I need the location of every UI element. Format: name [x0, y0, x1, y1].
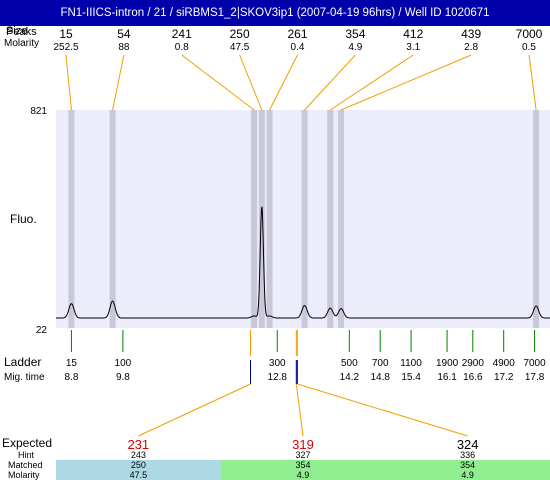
y-axis-label: Fluo. [10, 212, 37, 226]
matched-size-1: 354 [295, 460, 310, 470]
ladder-migtime-6: 16.1 [437, 372, 457, 383]
expected-size-0: 231 [127, 437, 149, 452]
peak-connector-4 [269, 54, 298, 111]
peak-connector-5 [304, 54, 356, 111]
expected-connector-2 [297, 383, 468, 437]
ladder-migtime-2: 12.8 [268, 372, 288, 383]
peak-band-3 [258, 110, 265, 328]
chart-title: FN1-IIICS-intron / 21 / siRBMS1_2|SKOV3i… [0, 0, 550, 26]
peak-size-label-3: 250 [230, 27, 250, 41]
peak-band-8 [533, 110, 540, 328]
y-tick-min: 22 [36, 325, 48, 336]
peak-size-label-1: 54 [117, 27, 131, 41]
ladder-size-6: 1900 [436, 358, 459, 369]
peak-connector-6 [329, 54, 414, 111]
matched-molarity-1: 4.9 [297, 470, 310, 480]
ladder-size-4: 700 [372, 358, 389, 369]
ladder-size-7: 2900 [462, 358, 485, 369]
peak-band-4 [266, 110, 273, 328]
peak-connector-0 [65, 54, 72, 111]
matched-molarity-0: 47.5 [130, 470, 148, 480]
peak-size-label-0: 15 [59, 27, 73, 41]
peak-size-label-7: 439 [461, 27, 481, 41]
matched-row-label: Matched [8, 460, 43, 470]
ladder-migtime-1: 9.8 [116, 372, 130, 383]
size-row-label: Size [6, 25, 27, 37]
hint-row-label: Hint [18, 450, 35, 460]
ladder-migtime-4: 14.8 [370, 372, 390, 383]
peak-band-2 [251, 110, 258, 328]
ladder-migtime-0: 8.8 [64, 372, 78, 383]
peak-band-7 [338, 110, 345, 328]
ladder-row-label: Ladder [4, 355, 41, 369]
matched-status-bar-2 [385, 460, 550, 480]
expected-size-2: 324 [457, 437, 479, 452]
hint-size-2: 336 [460, 450, 475, 460]
hint-size-1: 327 [295, 450, 310, 460]
peak-band-1 [109, 110, 116, 328]
expected-size-1: 319 [292, 437, 314, 452]
peak-size-label-2: 241 [172, 27, 192, 41]
ladder-size-5: 1100 [400, 358, 422, 369]
peak-connector-2 [181, 54, 255, 111]
ladder-size-8: 4900 [493, 358, 516, 369]
peak-connector-8 [528, 54, 537, 111]
molarity-row-label: Molarity [4, 38, 39, 49]
peak-size-label-8: 7000 [516, 27, 543, 41]
matched-size-0: 250 [131, 460, 146, 470]
migtime-row-label: Mig. time [4, 372, 45, 383]
hint-size-0: 243 [131, 450, 146, 460]
ladder-size-2: 300 [269, 358, 286, 369]
expected-connector-0 [138, 383, 251, 437]
ladder-size-9: 7000 [523, 358, 546, 369]
peak-molarity-label-6: 3.1 [406, 42, 420, 53]
matched-status-bar-1 [220, 460, 386, 480]
peak-molarity-label-5: 4.9 [348, 42, 362, 53]
peaks-row-label: Peaks [6, 26, 37, 38]
peak-band-5 [301, 110, 308, 328]
expected-row-label: Expected [2, 436, 52, 450]
y-tick-max: 821 [30, 106, 47, 117]
peak-connector-7 [340, 54, 472, 111]
peak-molarity-label-2: 0.8 [175, 42, 189, 53]
peak-molarity-label-0: 252.5 [53, 42, 78, 53]
peak-band-6 [327, 110, 334, 328]
ladder-size-1: 100 [115, 358, 132, 369]
peak-molarity-label-1: 88 [118, 42, 130, 53]
peak-size-label-6: 412 [403, 27, 423, 41]
ladder-migtime-7: 16.6 [463, 372, 483, 383]
fluorescence-trace [56, 206, 550, 319]
matched-status-bar-0 [56, 460, 222, 480]
peak-molarity-label-8: 0.5 [522, 42, 536, 53]
matched-molarity-2: 4.9 [461, 470, 474, 480]
peak-molarity-label-3: 47.5 [230, 42, 250, 53]
bottom-molarity-row-label: Molarity [8, 470, 40, 480]
peak-band-0 [68, 110, 75, 328]
peak-size-label-4: 261 [287, 27, 307, 41]
peak-molarity-label-4: 0.4 [291, 42, 305, 53]
ladder-migtime-9: 17.8 [525, 372, 545, 383]
peak-connector-1 [112, 54, 125, 111]
ladder-size-0: 15 [66, 358, 78, 369]
peak-molarity-label-7: 2.8 [464, 42, 478, 53]
expected-connector-1 [295, 383, 304, 437]
ladder-migtime-3: 14.2 [340, 372, 360, 383]
ladder-migtime-8: 17.2 [494, 372, 514, 383]
peak-connector-3 [239, 54, 263, 111]
peak-size-label-5: 354 [345, 27, 365, 41]
matched-size-2: 354 [460, 460, 475, 470]
ladder-migtime-5: 15.4 [401, 372, 421, 383]
ladder-size-3: 500 [341, 358, 358, 369]
